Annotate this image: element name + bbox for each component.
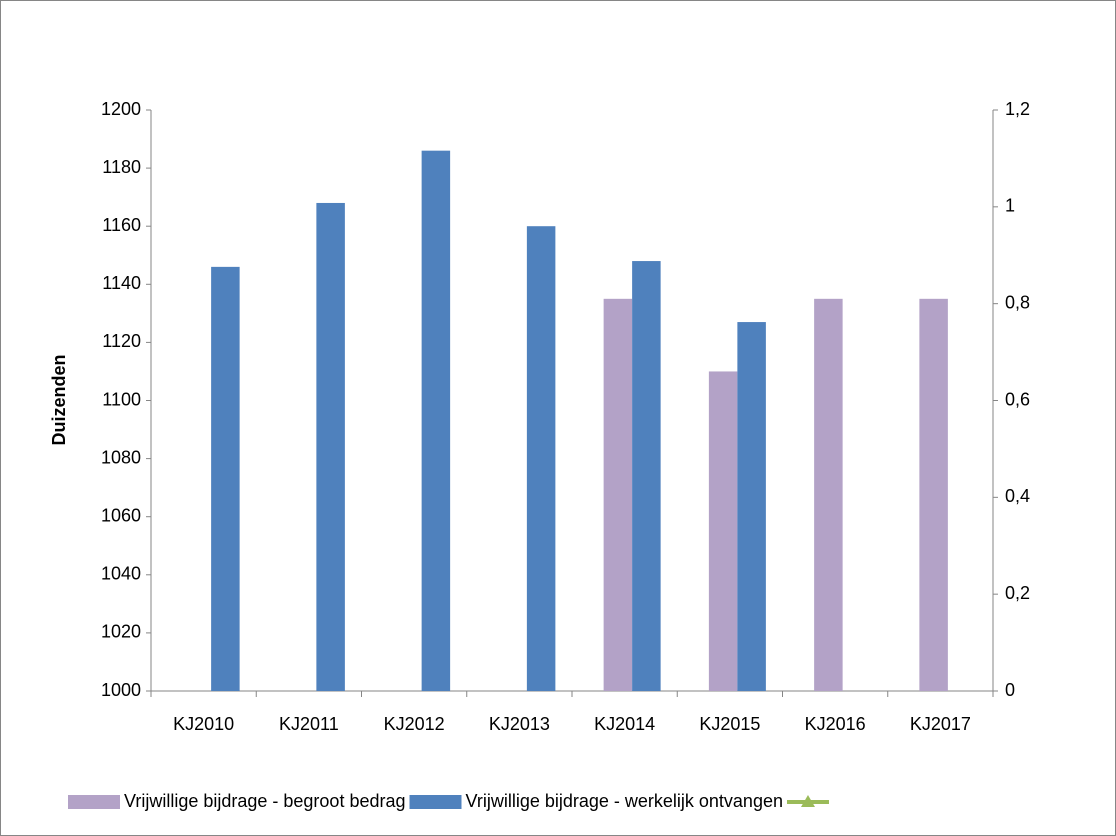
y2-tick-label: 0,4	[1005, 486, 1030, 506]
y-tick-label: 1160	[102, 215, 141, 235]
bar	[603, 298, 633, 691]
y-tick-label: 1180	[102, 157, 141, 177]
legend-swatch	[409, 795, 462, 809]
y-tick-label: 1140	[102, 273, 141, 293]
bar	[421, 150, 451, 692]
bar	[814, 298, 843, 691]
y-axis-label: Duizenden	[49, 354, 69, 445]
bar	[708, 371, 738, 691]
y2-tick-label: 0,6	[1005, 389, 1030, 409]
y2-tick-label: 0,8	[1005, 292, 1030, 312]
y2-tick-label: 1,2	[1005, 99, 1030, 119]
y-tick-label: 1080	[101, 447, 141, 467]
x-tick-label: KJ2017	[910, 714, 971, 734]
y-tick-label: 1000	[101, 680, 141, 700]
y2-tick-label: 0	[1005, 680, 1015, 700]
y2-tick-label: 1	[1005, 196, 1015, 216]
x-tick-label: KJ2013	[489, 714, 550, 734]
y-tick-label: 1060	[101, 505, 141, 525]
bar	[211, 266, 240, 691]
bar	[526, 226, 556, 691]
y-tick-label: 1200	[101, 99, 141, 119]
x-tick-label: KJ2014	[594, 714, 655, 734]
bar	[919, 298, 948, 691]
bar	[632, 261, 661, 691]
y-tick-label: 1020	[101, 622, 141, 642]
bar	[737, 322, 766, 691]
legend-label: Vrijwillige bijdrage - begroot bedrag	[124, 791, 406, 811]
legend-label: Vrijwillige bijdrage - werkelijk ontvang…	[466, 791, 783, 811]
x-tick-label: KJ2015	[699, 714, 760, 734]
x-tick-label: KJ2011	[279, 714, 339, 734]
y-tick-label: 1120	[102, 331, 141, 351]
x-tick-label: KJ2010	[173, 714, 234, 734]
y-tick-label: 1040	[101, 564, 141, 584]
y-tick-label: 1100	[102, 389, 141, 409]
y2-tick-label: 0,2	[1005, 583, 1030, 603]
x-tick-label: KJ2012	[384, 714, 445, 734]
legend-swatch	[68, 795, 120, 809]
legend-marker	[800, 795, 815, 807]
x-tick-label: KJ2016	[805, 714, 866, 734]
bar	[316, 202, 345, 691]
